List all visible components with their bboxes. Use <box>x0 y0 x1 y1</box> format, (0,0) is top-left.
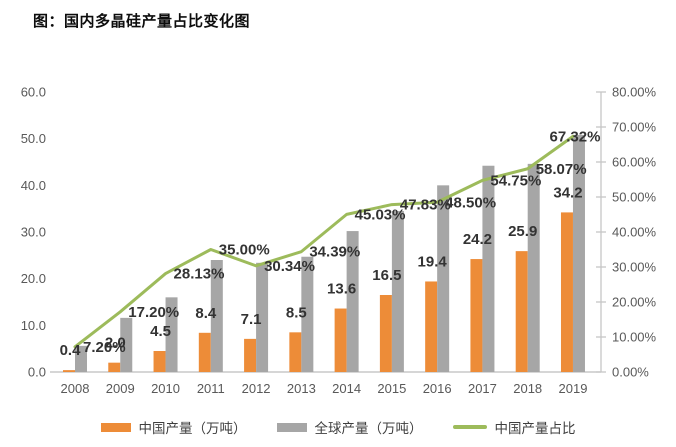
bar-china-2011 <box>198 332 211 372</box>
x-tick-2011: 2011 <box>197 381 225 396</box>
bar-china-2009 <box>108 362 121 372</box>
global-production-swatch <box>276 422 307 432</box>
label-share-2009: 17.20% <box>128 304 179 321</box>
left-axis-tick-10.0: 10.0 <box>21 318 46 333</box>
right-axis-tick-60.00%: 60.00% <box>612 155 657 170</box>
label-china-2015: 16.5 <box>372 267 401 284</box>
bar-china-2015 <box>379 295 392 372</box>
label-china-2010: 4.5 <box>150 323 171 340</box>
label-china-2008: 0.4 <box>60 342 82 359</box>
bar-china-2018 <box>515 251 528 372</box>
x-tick-2018: 2018 <box>513 381 542 396</box>
bar-china-2010 <box>153 351 166 372</box>
right-axis-tick-30.00%: 30.00% <box>612 260 657 275</box>
label-share-2016: 48.50% <box>445 194 496 211</box>
china-production-swatch <box>100 422 131 432</box>
bar-global-2014 <box>346 231 359 372</box>
label-china-2012: 7.1 <box>241 311 262 328</box>
label-share-2018: 58.07% <box>536 161 587 178</box>
legend-label-china-production: 中国产量（万吨） <box>138 421 247 436</box>
legend-label-global-production: 全球产量（万吨） <box>314 421 423 436</box>
right-axis-tick-80.00%: 80.00% <box>612 85 657 100</box>
label-china-2009: 2.0 <box>105 335 126 352</box>
label-share-2011: 35.00% <box>219 242 270 259</box>
label-share-2010: 28.13% <box>174 266 225 283</box>
bar-china-2017 <box>470 259 483 372</box>
left-axis-tick-60.0: 60.0 <box>21 85 46 100</box>
polysilicon-production-chart: 0.0 10.0 20.0 30.0 40.0 50.0 60.0 0.00% 10.00% 20… <box>21 85 657 397</box>
bar-china-2008 <box>63 370 75 372</box>
bar-global-2012 <box>256 262 269 372</box>
left-axis-tick-20.0: 20.0 <box>21 271 46 286</box>
x-tick-2009: 2009 <box>106 381 135 396</box>
x-tick-2019: 2019 <box>559 381 588 396</box>
bar-global-2009 <box>120 317 133 372</box>
legend-label-china-share: 中国产量占比 <box>494 421 576 436</box>
chart-legend: 中国产量（万吨） 全球产量（万吨） 中国产量占比 <box>0 417 676 437</box>
china-share-line-swatch <box>452 425 487 429</box>
label-china-2017: 24.2 <box>463 231 492 248</box>
label-china-2019: 34.2 <box>553 184 582 201</box>
bar-china-2013 <box>289 332 302 372</box>
label-china-2013: 8.5 <box>286 304 307 321</box>
left-axis-tick-0.0: 0.0 <box>28 365 46 380</box>
bar-global-2015 <box>391 211 404 372</box>
label-share-2015: 47.83% <box>400 197 451 214</box>
chart-title: 图：国内多晶硅产量占比变化图 <box>33 13 251 30</box>
x-tick-2015: 2015 <box>377 381 406 396</box>
label-china-2014: 13.6 <box>327 281 356 298</box>
bar-global-2018 <box>527 163 540 372</box>
left-axis-tick-50.0: 50.0 <box>21 131 46 146</box>
right-axis-tick-0.00%: 0.00% <box>612 365 649 380</box>
label-share-2008: 7.20% <box>83 339 126 356</box>
bar-global-2016 <box>437 185 450 372</box>
label-china-2016: 19.4 <box>418 253 448 270</box>
bar-global-2019 <box>572 134 585 372</box>
legend-item-china-share: 中国产量占比 <box>452 417 576 437</box>
label-share-2012: 30.34% <box>264 258 315 275</box>
label-share-2019: 67.32% <box>550 128 601 145</box>
x-tick-2017: 2017 <box>468 381 497 396</box>
label-china-2011: 8.4 <box>195 305 217 322</box>
right-axis-tick-20.00%: 20.00% <box>612 295 657 310</box>
bar-china-2016 <box>425 281 438 372</box>
x-tick-2016: 2016 <box>423 381 452 396</box>
x-tick-2008: 2008 <box>61 381 90 396</box>
label-china-2018: 25.9 <box>508 223 537 240</box>
bar-china-2014 <box>334 308 347 372</box>
bar-global-2017 <box>482 165 495 372</box>
x-tick-2010: 2010 <box>151 381 180 396</box>
right-axis-tick-40.00%: 40.00% <box>612 225 657 240</box>
bar-global-2013 <box>301 256 314 372</box>
bar-china-2019 <box>560 212 573 372</box>
label-share-2013: 34.39% <box>309 244 360 261</box>
china-share-line <box>73 134 575 349</box>
bar-global-2011 <box>210 260 223 372</box>
right-axis-tick-10.00%: 10.00% <box>612 330 657 345</box>
left-axis-tick-40.0: 40.0 <box>21 178 46 193</box>
right-axis-tick-50.00%: 50.00% <box>612 190 657 205</box>
legend-item-global-production: 全球产量（万吨） <box>276 417 423 437</box>
bar-china-2012 <box>244 338 257 372</box>
left-axis-tick-30.0: 30.0 <box>21 225 46 240</box>
legend-item-china-production: 中国产量（万吨） <box>100 417 247 437</box>
right-axis-tick-70.00%: 70.00% <box>612 120 657 135</box>
label-share-2017: 54.75% <box>490 172 541 189</box>
x-tick-2014: 2014 <box>332 381 361 396</box>
label-share-2014: 45.03% <box>355 206 406 223</box>
x-tick-2012: 2012 <box>242 381 271 396</box>
bar-global-2010 <box>165 297 178 372</box>
bar-global-2008 <box>75 345 87 372</box>
x-tick-2013: 2013 <box>287 381 316 396</box>
